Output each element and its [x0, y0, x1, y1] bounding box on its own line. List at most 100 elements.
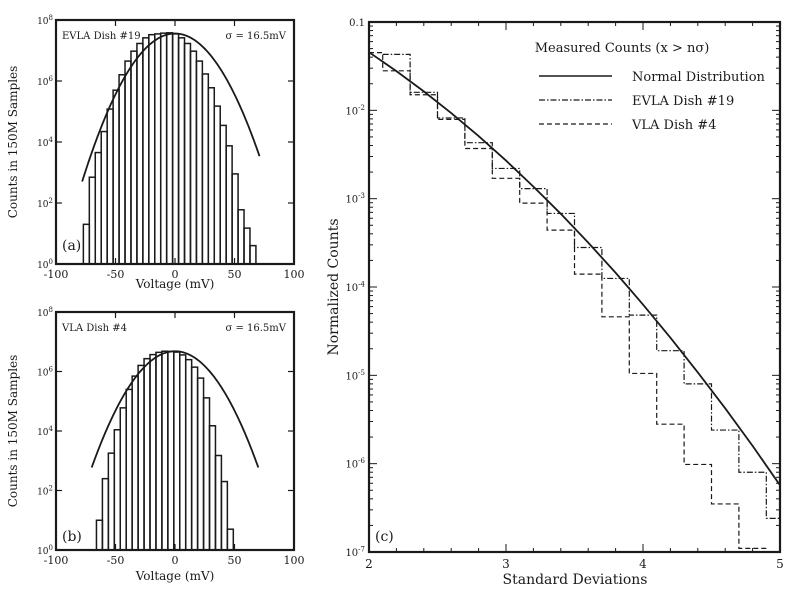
- panel-a-bar: [225, 145, 233, 264]
- panel-b-bar: [167, 350, 175, 550]
- panel-b-bar: [119, 407, 127, 550]
- panel-b-bar: [226, 528, 235, 550]
- panel-a-bar: [159, 32, 168, 264]
- panel-b-bar: [137, 364, 145, 550]
- panel-a-ticks: -100 -50 0 50 100 100 102 104 106 108: [37, 14, 304, 281]
- panel-a-bar: [183, 42, 192, 264]
- panel-a-bar: [130, 50, 138, 264]
- panel-b-bar: [143, 357, 151, 550]
- panel-a-xtick-label: -50: [107, 268, 125, 281]
- panel-b-ytick-label: 102: [37, 484, 53, 497]
- panel-a: -100 -50 0 50 100 100 102 104 106 108 EVLA Dish #…: [6, 14, 305, 291]
- panel-a-bar: [237, 209, 245, 264]
- panel-b-sigma-label: σ = 16.5mV: [225, 323, 286, 334]
- panel-a-bar: [189, 50, 198, 264]
- panel-c-ytick-label: 10-5: [345, 369, 365, 383]
- panel-b-bar: [101, 477, 110, 550]
- normal-distribution-line: [369, 51, 780, 486]
- panel-b-bar: [214, 454, 223, 550]
- panel-b-bar: [149, 353, 157, 550]
- panel-b-xlabel: Voltage (mV): [135, 569, 215, 583]
- panel-b-normal-curve: [90, 350, 260, 468]
- panel-a-label: (a): [62, 238, 81, 254]
- panel-a-ytick-label: 108: [37, 14, 53, 27]
- evla-dish-19-step: [382, 53, 780, 520]
- panel-c-ytick-label: 10-6: [345, 457, 365, 471]
- panel-a-bar: [249, 244, 257, 264]
- panel-b-xtick-label: 50: [228, 554, 242, 567]
- panel-b-ytick-label: 104: [37, 425, 53, 438]
- panel-a-ylabel: Counts in 150M Samples: [6, 66, 20, 219]
- panel-c-xtick-label: 2: [365, 557, 373, 571]
- panel-b-bar: [202, 397, 211, 550]
- panel-c-ytick-label: 0.1: [349, 18, 365, 29]
- panel-a-bar: [118, 74, 126, 264]
- panel-a-normal-curve: [81, 32, 261, 182]
- vla-dish-4-step: [369, 52, 767, 549]
- legend-label-evla: EVLA Dish #19: [632, 94, 734, 109]
- panel-a-bar: [94, 151, 102, 264]
- panel-a-bar: [112, 89, 120, 264]
- panel-b-ylabel: Counts in 150M Samples: [6, 355, 20, 508]
- panel-a-bar: [219, 124, 227, 264]
- panel-c-xtick-label: 3: [502, 557, 510, 571]
- panel-b-bar: [184, 358, 193, 550]
- panel-a-ytick-label: 100: [37, 258, 53, 271]
- panel-b-bar: [95, 519, 104, 550]
- panel-c-xtick-label: 5: [776, 557, 784, 571]
- panel-b-bar: [155, 351, 163, 550]
- panel-c-ytick-label: 10-3: [345, 192, 365, 206]
- panel-a-bar: [154, 33, 162, 264]
- panel-b-bar: [190, 366, 199, 550]
- panel-b-xtick-label: -100: [44, 554, 69, 567]
- panel-c-plot-area: [369, 51, 780, 549]
- panel-a-bar: [136, 42, 144, 264]
- panel-a-bar: [201, 73, 210, 264]
- panel-a-inset-title: EVLA Dish #19: [62, 31, 141, 42]
- panel-a-bar: [177, 37, 186, 264]
- panel-a-sigma-label: σ = 16.5mV: [225, 31, 286, 42]
- panel-a-bar: [142, 37, 150, 264]
- panel-a-bar: [148, 33, 156, 264]
- panel-b-bar: [208, 425, 217, 550]
- panel-b-bar: [107, 452, 116, 550]
- panel-b-xtick-label: 0: [172, 554, 179, 567]
- panel-a-xtick-label: -100: [44, 268, 69, 281]
- panel-b-inset-title: VLA Dish #4: [61, 323, 127, 334]
- panel-a-ytick-label: 102: [37, 197, 53, 210]
- panel-c-ytick-label: 10-4: [345, 281, 365, 295]
- panel-c-xlabel: Standard Deviations: [503, 572, 648, 588]
- panel-b-frame: [54, 310, 296, 552]
- panel-a-bar: [124, 60, 132, 264]
- panel-b-bar: [131, 375, 139, 550]
- panel-c-xtick-label: 4: [639, 557, 647, 571]
- panel-b-ytick-label: 106: [37, 365, 53, 378]
- panel-c-frame: [367, 20, 782, 554]
- panel-b-plot-area: [90, 350, 260, 550]
- panel-a-bar: [243, 227, 251, 264]
- panel-b-bar: [113, 429, 122, 550]
- legend-label-normal: Normal Distribution: [632, 70, 766, 85]
- panel-c: 2 3 4 5 0.1 10-2 10-3 10-4 10-5 10-6 10-7 (c) Stan…: [326, 18, 784, 588]
- panel-c-legend: Measured Counts (x > nσ) Normal Distribu…: [535, 41, 766, 133]
- panel-c-ylabel: Normalized Counts: [326, 218, 342, 355]
- panel-b-bar: [125, 388, 133, 550]
- panel-a-plot-area: [81, 32, 261, 264]
- panel-b-ticks: -100 -50 0 50 100 100 102 104 106 108: [37, 306, 304, 567]
- panel-c-ytick-label: 10-7: [345, 546, 365, 560]
- panel-a-xtick-label: 100: [284, 268, 305, 281]
- panel-b: -100 -50 0 50 100 100 102 104 106 108 VLA Dish #4…: [6, 306, 305, 583]
- panel-a-bar: [106, 108, 114, 264]
- panel-a-bar: [82, 223, 91, 264]
- panel-b-ytick-label: 108: [37, 306, 53, 319]
- panel-a-xlabel: Voltage (mV): [135, 277, 215, 291]
- panel-b-bar: [173, 351, 181, 550]
- panel-b-bar: [220, 480, 229, 550]
- panel-b-ytick-label: 100: [37, 544, 53, 557]
- panel-b-xtick-label: 100: [284, 554, 305, 567]
- panel-a-bar: [100, 130, 108, 264]
- legend-label-vla: VLA Dish #4: [631, 118, 716, 133]
- panel-a-bar: [213, 105, 221, 264]
- panel-a-bar: [207, 87, 216, 264]
